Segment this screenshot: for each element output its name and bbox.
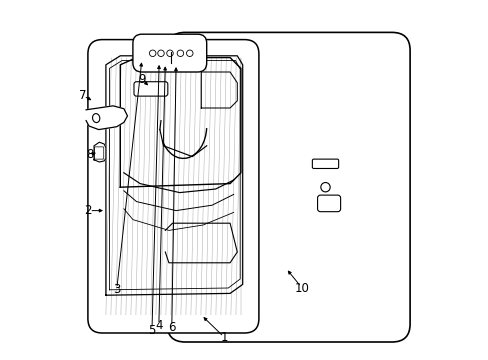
Text: 1: 1 xyxy=(221,331,228,344)
FancyBboxPatch shape xyxy=(134,82,167,96)
Text: 10: 10 xyxy=(294,282,309,294)
FancyBboxPatch shape xyxy=(167,32,409,342)
Polygon shape xyxy=(94,142,106,162)
Text: 4: 4 xyxy=(155,319,162,332)
Text: 2: 2 xyxy=(84,204,91,217)
Text: 6: 6 xyxy=(168,321,175,334)
Text: 9: 9 xyxy=(138,73,145,86)
Text: 7: 7 xyxy=(79,89,86,102)
FancyBboxPatch shape xyxy=(88,40,258,333)
Polygon shape xyxy=(86,106,127,130)
Text: 3: 3 xyxy=(113,283,120,296)
Text: 5: 5 xyxy=(148,324,155,337)
Text: 8: 8 xyxy=(86,148,93,161)
FancyBboxPatch shape xyxy=(133,34,206,72)
